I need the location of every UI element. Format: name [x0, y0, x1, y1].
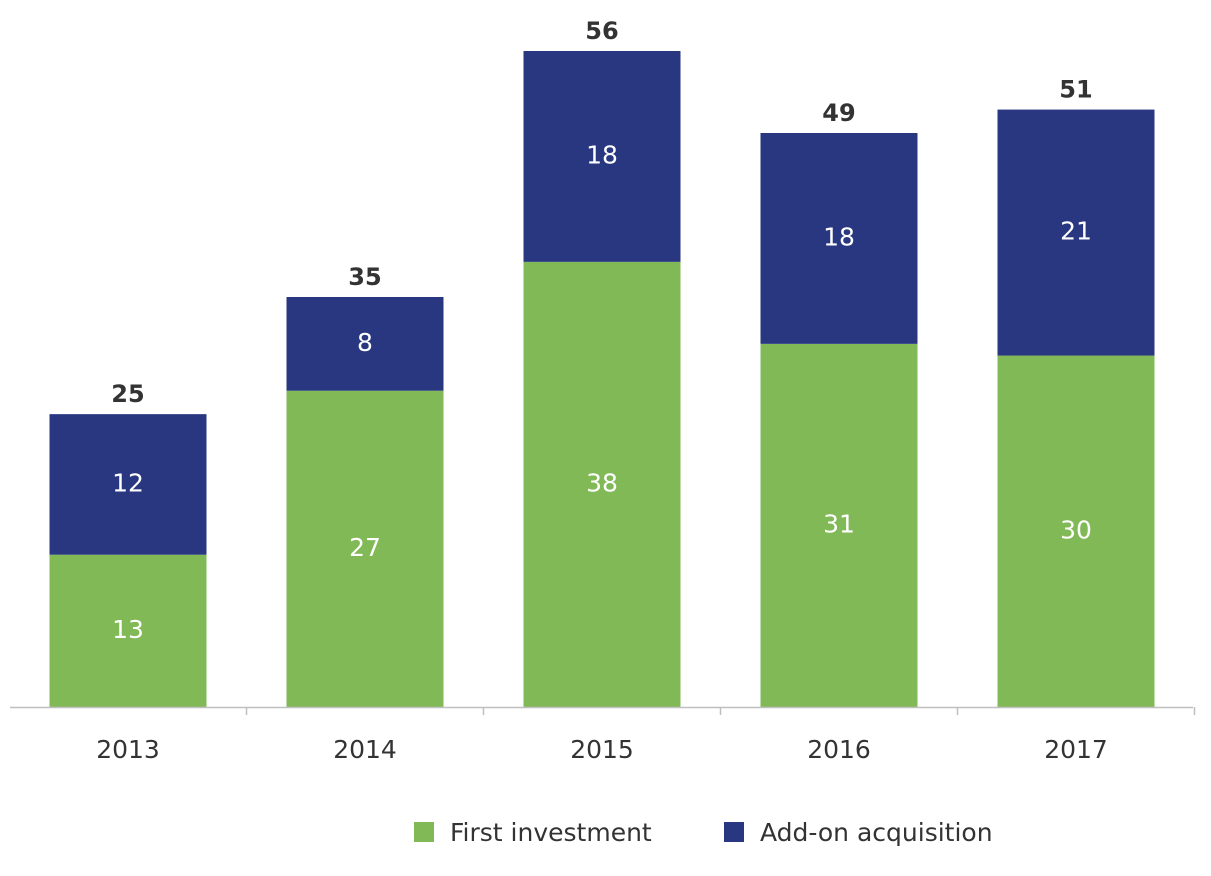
x-axis: 2013 2014 2015 2016 2017	[10, 706, 1196, 764]
data-label-add-on-acquisition-2014: 8	[357, 328, 373, 357]
x-tick-label-2014: 2014	[333, 735, 397, 764]
bar-first-investment-2017	[997, 355, 1155, 707]
x-tick-label-2015: 2015	[570, 735, 634, 764]
total-label-2017: 51	[1059, 76, 1092, 104]
legend: First investment Add-on acquisition	[414, 818, 993, 847]
data-label-first-investment-2016: 31	[823, 509, 855, 538]
bar-add-on-acquisition-2015	[523, 51, 681, 262]
bar-first-investment-2016	[760, 343, 918, 707]
data-label-first-investment-2014: 27	[349, 533, 381, 562]
bar-first-investment-2014	[286, 390, 444, 707]
data-label-first-investment-2015: 38	[586, 468, 618, 497]
data-label-add-on-acquisition-2013: 12	[112, 468, 144, 497]
total-label-2014: 35	[348, 263, 381, 291]
x-tick-label-2017: 2017	[1044, 735, 1108, 764]
bar-first-investment-2013	[49, 554, 207, 707]
bars-group: 13 12 25 27 8 35 38 18 56 31 18 49 30 21 51	[49, 17, 1155, 707]
data-label-add-on-acquisition-2015: 18	[586, 140, 618, 169]
x-tick-label-2013: 2013	[96, 735, 160, 764]
total-label-2016: 49	[822, 99, 855, 127]
data-label-add-on-acquisition-2016: 18	[823, 222, 855, 251]
legend-label-add-on-acquisition: Add-on acquisition	[760, 818, 993, 847]
bar-add-on-acquisition-2014	[286, 297, 444, 391]
data-label-add-on-acquisition-2017: 21	[1060, 217, 1092, 246]
legend-swatch-add-on-acquisition	[724, 822, 744, 842]
data-label-first-investment-2013: 13	[112, 615, 144, 644]
total-label-2015: 56	[585, 17, 618, 45]
data-label-first-investment-2017: 30	[1060, 515, 1092, 544]
bar-add-on-acquisition-2013	[49, 414, 207, 555]
bar-add-on-acquisition-2016	[760, 133, 918, 344]
legend-swatch-first-investment	[414, 822, 434, 842]
total-label-2013: 25	[111, 380, 144, 408]
bar-first-investment-2015	[523, 261, 681, 707]
bar-add-on-acquisition-2017	[997, 109, 1155, 356]
x-tick-label-2016: 2016	[807, 735, 871, 764]
legend-label-first-investment: First investment	[450, 818, 652, 847]
